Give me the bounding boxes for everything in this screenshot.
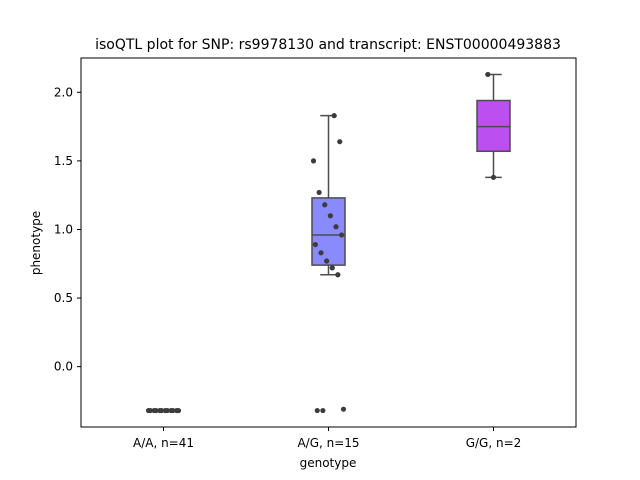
data-point [337,139,343,145]
y-tick-label: 1.0 [54,222,73,236]
x-axis-label: genotype [300,456,357,470]
data-point [153,407,159,414]
data-point [320,407,326,414]
data-point [331,113,337,119]
data-point [175,407,182,414]
plot-area: 0.0 0.5 1.0 1.5 2.0 A/A, n=41 A/G, n=15 G/G, n=… [54,57,577,450]
x-tick-label: A/G, n=15 [297,436,359,450]
data-point [164,407,170,414]
y-tick-label: 1.5 [54,154,73,168]
x-tick-label: G/G, n=2 [466,436,522,450]
data-point [490,174,497,180]
x-tick-label: A/A, n=41 [133,436,194,450]
data-point [340,406,347,412]
data-point [318,250,324,256]
data-point [159,407,165,414]
data-point [329,265,335,271]
data-point [312,241,318,248]
data-point [324,258,330,264]
data-point [310,158,317,164]
box [311,197,346,266]
data-point [316,189,322,196]
data-point [147,407,153,414]
data-point [485,71,491,78]
y-tick-label: 0.0 [54,360,73,374]
y-axis-label: phenotype [29,211,43,275]
y-tick-label: 2.0 [54,85,73,99]
data-point [339,232,345,238]
y-tick-label: 0.5 [54,291,73,305]
data-point [333,224,339,230]
data-point [335,272,341,278]
data-point [170,407,176,414]
data-point [322,202,328,208]
data-point [314,407,320,414]
chart-title: isoQTL plot for SNP: rs9978130 and trans… [95,37,561,53]
data-point [327,213,333,219]
